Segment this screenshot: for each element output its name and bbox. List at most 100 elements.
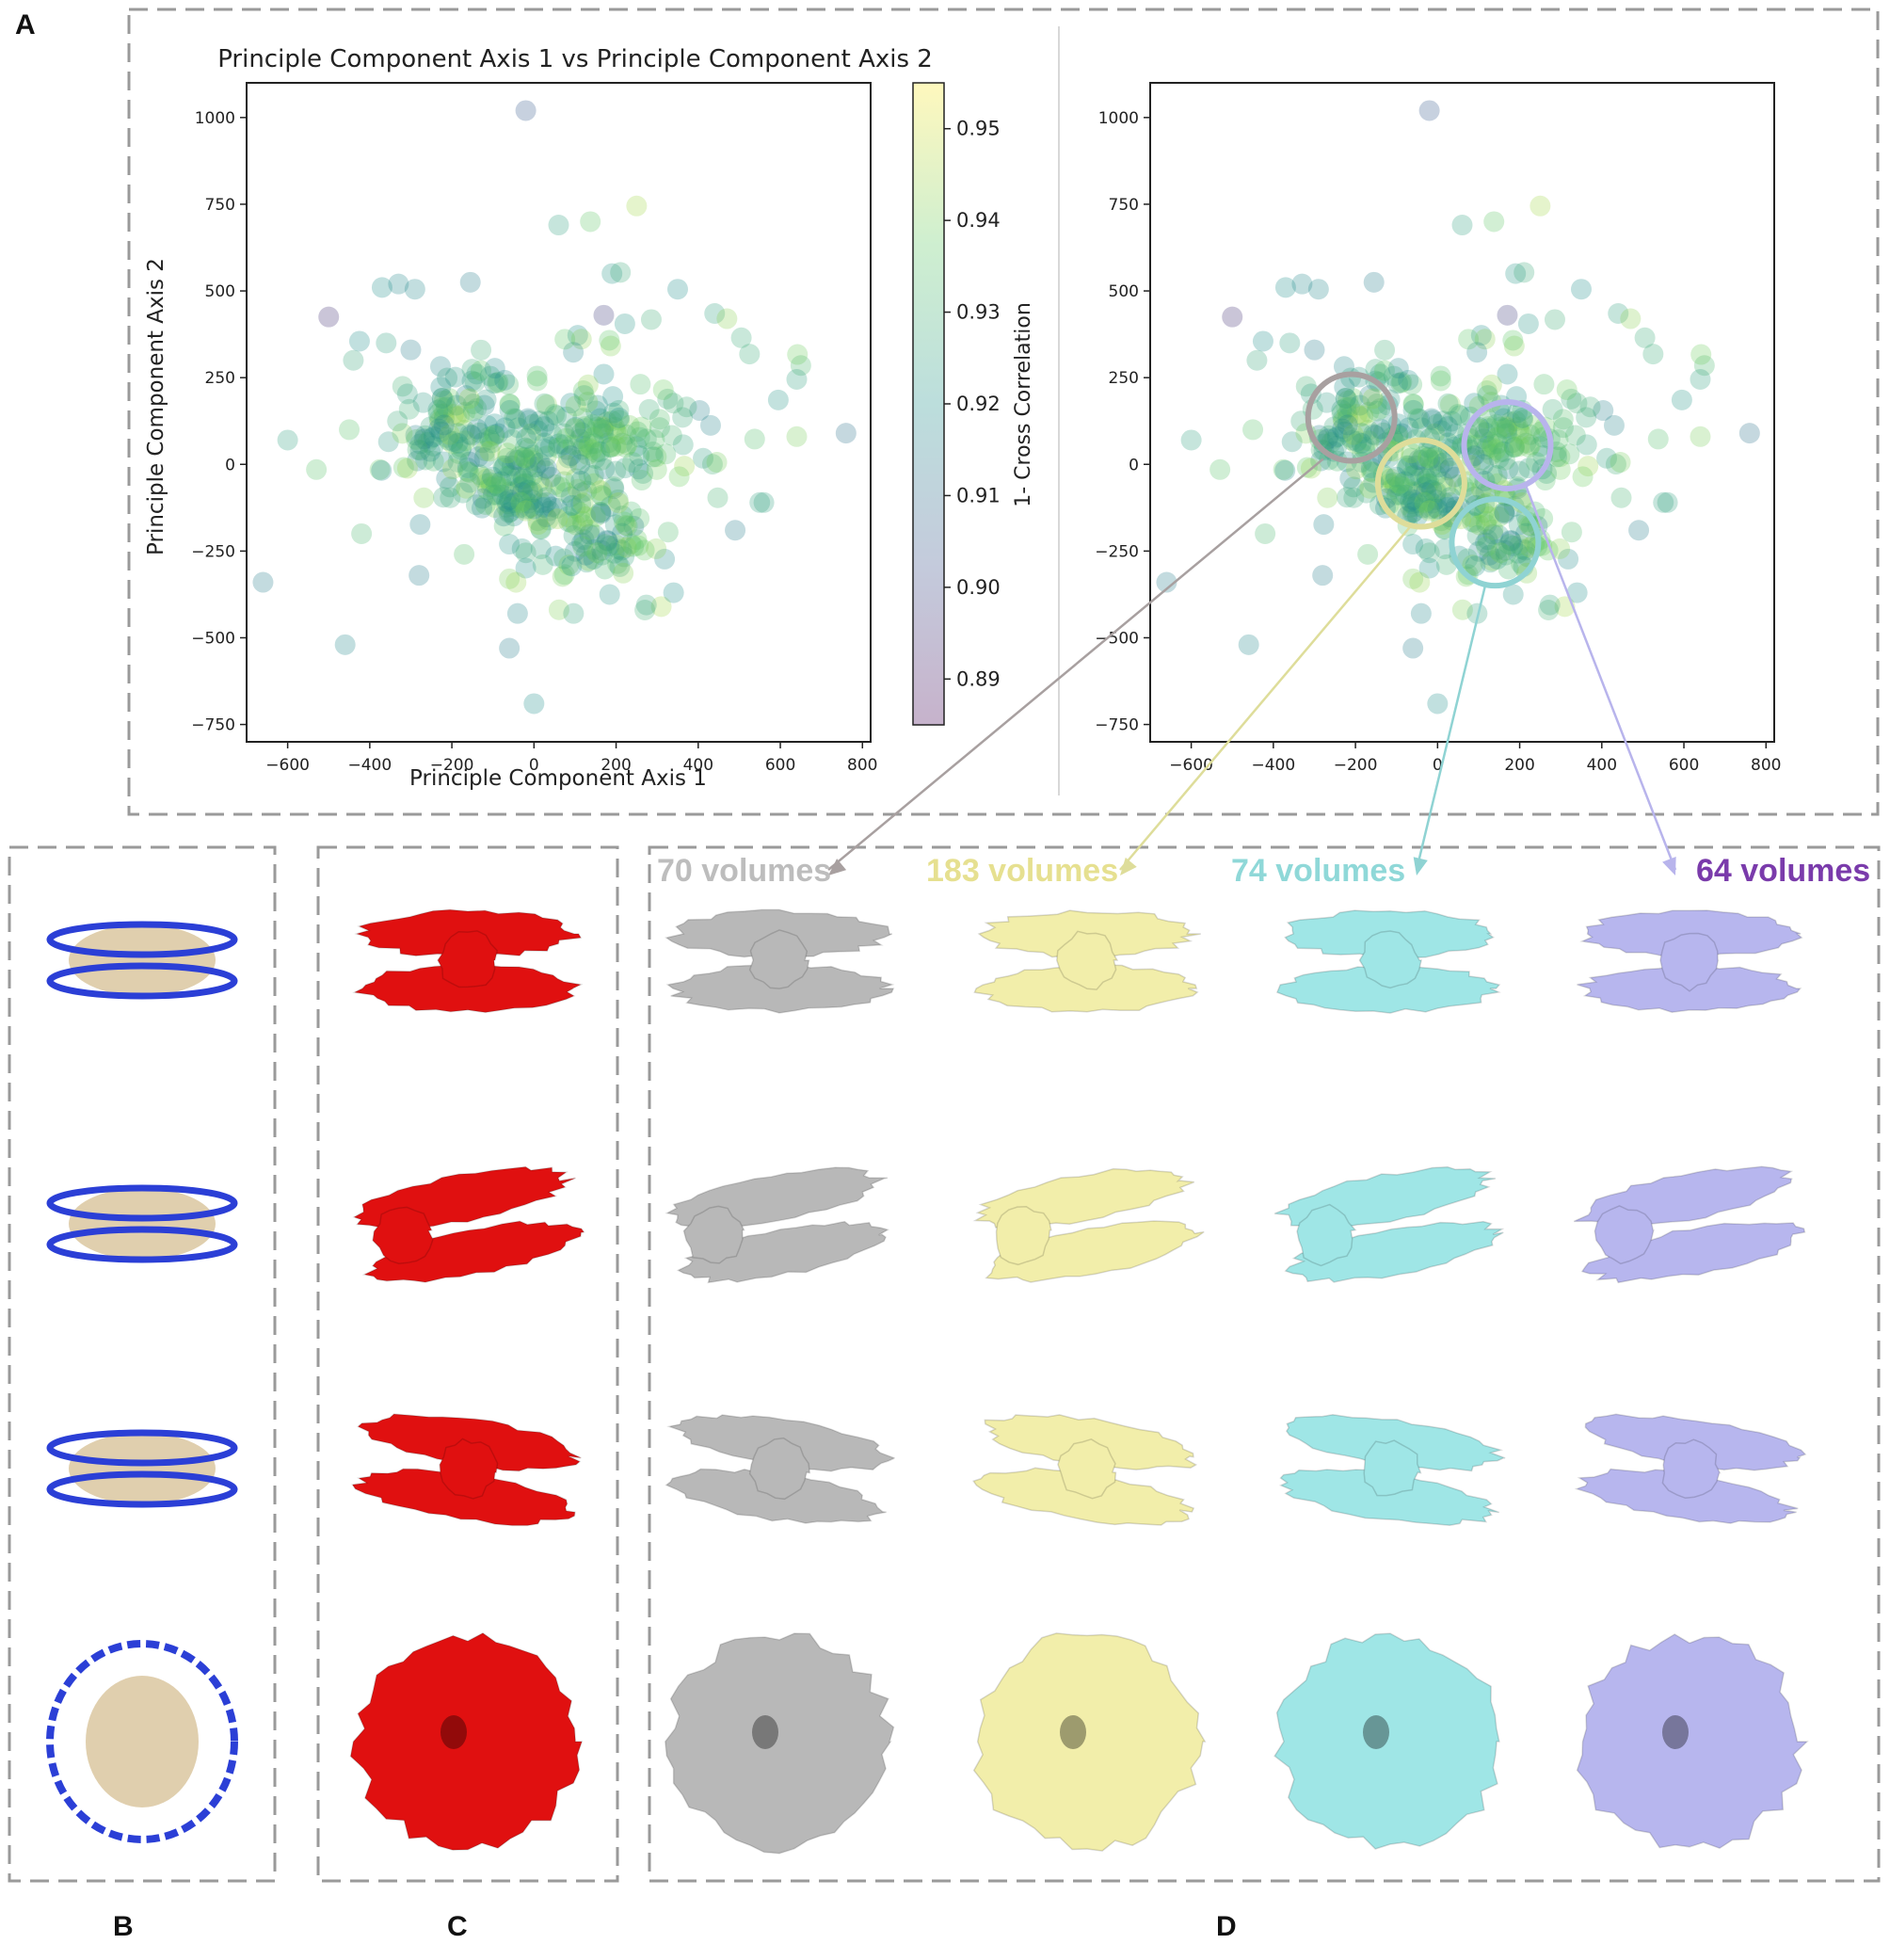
scatter-point xyxy=(1435,554,1457,575)
density-map xyxy=(1363,1439,1422,1497)
scatter-point xyxy=(560,486,582,507)
scatter-point xyxy=(494,417,516,439)
scatter-point xyxy=(1390,372,1412,394)
scatter-point xyxy=(553,548,575,570)
scatter-point xyxy=(442,404,464,426)
scatter-point xyxy=(1403,464,1425,486)
volume-label-gray: 70 volumes xyxy=(657,853,832,889)
scatter-point xyxy=(1497,419,1518,441)
x-axis-label: Principle Component Axis 1 xyxy=(409,766,707,791)
scatter-point xyxy=(277,429,298,451)
map-disc-pair xyxy=(352,908,584,1014)
scatter-point xyxy=(1486,548,1508,570)
scatter-point xyxy=(1422,497,1444,519)
scatter-point xyxy=(1486,538,1508,560)
scatter-point xyxy=(1515,522,1537,544)
scatter-point xyxy=(1383,365,1404,387)
density-map xyxy=(439,1438,499,1500)
scatter-point xyxy=(1323,427,1345,449)
scatter-point xyxy=(603,542,625,564)
density-map xyxy=(985,1220,1205,1283)
scatter-point xyxy=(520,496,541,518)
scatter-point xyxy=(1313,514,1335,536)
scatter-point xyxy=(527,420,549,442)
x-tick-label: −200 xyxy=(430,756,474,775)
scatter-point xyxy=(521,482,543,504)
scatter-point xyxy=(450,439,472,460)
density-map xyxy=(349,1631,584,1851)
scatter-point xyxy=(1482,523,1504,545)
scatter-point xyxy=(525,457,547,478)
density-map xyxy=(1296,1203,1357,1267)
scatter-point xyxy=(596,411,617,433)
scatter-point xyxy=(553,564,575,586)
scatter-point xyxy=(1156,571,1177,593)
scatter-point xyxy=(767,389,789,410)
scatter-point xyxy=(351,522,373,544)
scatter-point xyxy=(646,538,667,559)
scatter-point xyxy=(555,427,577,449)
scatter-point xyxy=(475,389,497,410)
scatter-point xyxy=(1326,426,1348,447)
scatter-point xyxy=(530,492,552,514)
y-tick-label: 1000 xyxy=(195,109,235,128)
scatter-point xyxy=(1475,439,1497,460)
scatter-point xyxy=(503,492,524,514)
scatter-point xyxy=(484,497,505,519)
map-disc-pair xyxy=(1278,1413,1506,1527)
scatter-point xyxy=(1341,429,1363,451)
scatter-point xyxy=(629,444,650,466)
scatter-point xyxy=(1400,496,1421,518)
scatter-point xyxy=(522,413,544,435)
scatter-point xyxy=(1332,409,1353,430)
scatter-point xyxy=(1610,452,1631,474)
scatter-point xyxy=(630,374,651,395)
scatter-point xyxy=(544,403,566,425)
scatter-point xyxy=(1596,447,1618,469)
scatter-point xyxy=(577,392,599,413)
scatter-point xyxy=(448,442,470,464)
scatter-point xyxy=(1331,403,1353,425)
scatter-point xyxy=(1512,538,1533,560)
scatter-point xyxy=(445,406,467,427)
scatter-point xyxy=(1503,437,1525,458)
scatter-chart-left: Principle Component Axis 1 vs Principle … xyxy=(144,45,1035,791)
cluster-maps xyxy=(665,908,1809,1855)
x-tick-label: 600 xyxy=(1669,756,1699,775)
scatter-point xyxy=(607,553,629,574)
scatter-point xyxy=(1332,418,1353,440)
scatter-point xyxy=(562,434,584,456)
scatter-point xyxy=(512,474,534,496)
scatter-point xyxy=(499,394,521,415)
scatter-point xyxy=(672,407,694,428)
scatter-point xyxy=(1437,459,1459,481)
y-tick-label: 250 xyxy=(1109,369,1139,388)
scatter-point xyxy=(387,410,408,432)
scatter-point xyxy=(369,458,391,480)
scatter-point xyxy=(567,478,588,500)
scatter-point xyxy=(1246,349,1268,371)
scatter-point xyxy=(486,484,507,506)
scatter-point xyxy=(1414,462,1435,484)
scatter-point xyxy=(396,383,418,405)
scatter-point xyxy=(493,515,515,537)
scatter-point xyxy=(458,388,480,410)
scatter-point xyxy=(609,410,631,431)
scatter-point xyxy=(431,387,453,409)
scatter-point xyxy=(1458,329,1480,350)
scatter-point xyxy=(1416,468,1437,490)
scatter-point xyxy=(1500,530,1522,552)
scatter-point xyxy=(1476,514,1498,536)
scatter-chart-right: −600 −400 −200 0 200 400 600 800 −750 −500 −250 0 2… xyxy=(1095,82,1782,775)
scatter-point xyxy=(423,426,444,447)
scatter-point xyxy=(1346,458,1368,480)
scatter-point xyxy=(405,425,426,446)
scatter-point xyxy=(1343,476,1365,498)
scatter-point xyxy=(538,500,560,522)
scatter-point xyxy=(499,489,521,510)
scatter-point xyxy=(461,370,483,392)
scatter-point xyxy=(661,425,682,446)
scatter-point xyxy=(1351,423,1372,444)
scatter-point xyxy=(1502,584,1524,605)
scatter-point xyxy=(514,437,536,458)
